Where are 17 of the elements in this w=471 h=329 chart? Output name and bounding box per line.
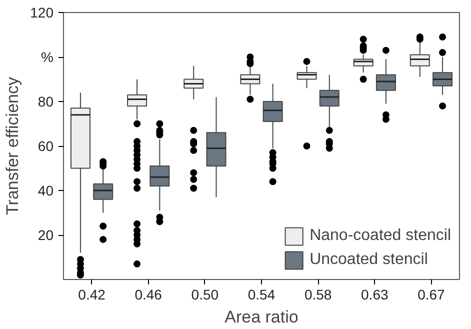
x-tick-label: 0.54 [248,286,276,302]
x-tick-label: 0.63 [361,286,388,302]
x-tick-label: 0.46 [134,286,162,302]
y-axis-title: Transfer efficiency [3,76,22,215]
y-tick-label: % [41,49,54,65]
y-tick-label: 60 [38,138,54,154]
x-tick-label: 0.67 [418,286,446,302]
x-tick-label: 0.58 [304,286,332,302]
x-tick-label: 0.50 [191,286,219,302]
y-tick-label: 40 [38,182,54,198]
y-tick-label: 120 [30,4,54,20]
y-tick-label: 20 [38,227,54,243]
x-axis-title: Area ratio [224,308,298,326]
x-tick-label: 0.42 [78,286,106,302]
legend-label: Nano-coated stencil [310,227,451,245]
y-tick-label: 80 [38,94,54,110]
legend-label: Uncoated stencil [310,251,428,269]
